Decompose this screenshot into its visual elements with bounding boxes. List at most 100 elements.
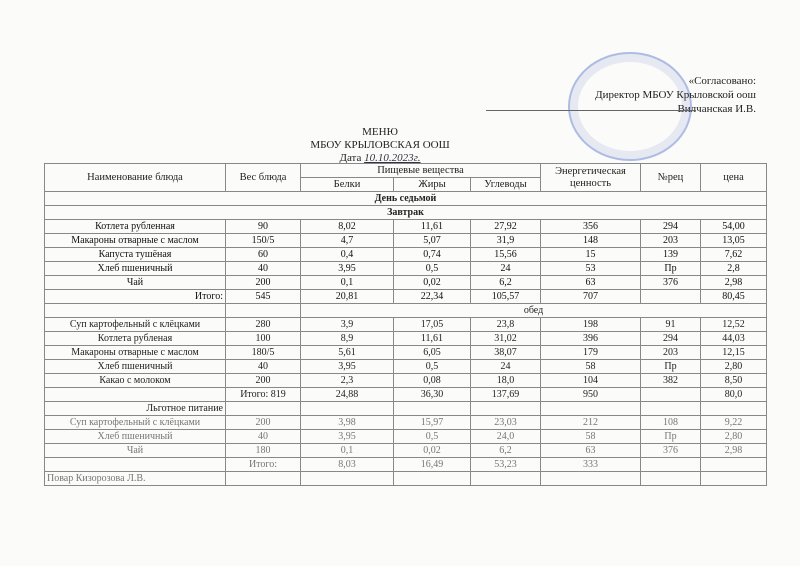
total-cell: 22,34 — [393, 289, 471, 304]
total-cell: 950 — [540, 387, 641, 402]
empty-cell — [225, 471, 301, 486]
cell: Суп картофельный с клёцками — [44, 317, 226, 332]
total-cell: 16,49 — [393, 457, 471, 472]
table-row: Капуста тушёная 60 0,4 0,74 15,56 15 139 7,62 — [44, 247, 767, 262]
cell: 18,0 — [470, 373, 541, 388]
cell: 0,74 — [393, 247, 471, 262]
cell: 58 — [540, 429, 641, 444]
cell: Макароны отварные с маслом — [44, 233, 226, 248]
total-cell: Итого: — [44, 289, 226, 304]
benefit-header: Льготное питание — [44, 401, 767, 416]
cell: 2,98 — [700, 443, 767, 458]
table-row: Хлеб пшеничный 40 3,95 0,5 24 53 Пр 2,8 — [44, 261, 767, 276]
empty-cell — [300, 471, 394, 486]
cell: 8,02 — [300, 219, 394, 234]
table-row: Суп картофельный с клёцками 280 3,9 17,05 23… — [44, 317, 767, 332]
cell: 24 — [470, 359, 541, 374]
cell: 2,80 — [700, 429, 767, 444]
day-row-label: День седьмой — [44, 191, 767, 206]
col-energy: Энергетическая ценность — [540, 163, 641, 192]
table-row: Макароны отварные с маслом 180/5 5,61 6,05 3… — [44, 345, 767, 360]
total-cell: Итого: 819 — [225, 387, 301, 402]
cell: 40 — [225, 261, 301, 276]
cell: 7,62 — [700, 247, 767, 262]
cell: 203 — [640, 345, 701, 360]
cell: 27,92 — [470, 219, 541, 234]
cell: Чай — [44, 275, 226, 290]
total-cell — [44, 457, 226, 472]
col-price: цена — [700, 163, 767, 192]
cell: 148 — [540, 233, 641, 248]
cell: 212 — [540, 415, 641, 430]
cell: 31,02 — [470, 331, 541, 346]
total-cell: 20,81 — [300, 289, 394, 304]
empty-cell — [640, 471, 701, 486]
cell: 139 — [640, 247, 701, 262]
cell: 150/5 — [225, 233, 301, 248]
cell: 54,00 — [700, 219, 767, 234]
cell: 179 — [540, 345, 641, 360]
date-label: Дата — [339, 152, 362, 164]
cell: 0,02 — [393, 443, 471, 458]
cell: 90 — [225, 219, 301, 234]
cell: Суп картофельный с клёцками — [44, 415, 226, 430]
document-title: МЕНЮ МБОУ КРЫЛОВСКАЯ ООШ Дата 10.10.2023… — [280, 126, 480, 165]
cook-row: Повар Кизорозова Л.В. — [44, 471, 767, 486]
cell: 180 — [225, 443, 301, 458]
cell: 6,05 — [393, 345, 471, 360]
cell: 6,2 — [470, 275, 541, 290]
total-cell — [640, 289, 701, 304]
table-row: Котлета рубленная 90 8,02 11,61 27,92 356 294 5… — [44, 219, 767, 234]
empty-cell — [393, 401, 471, 416]
cell: Котлета рубленая — [44, 331, 226, 346]
cell: 0,5 — [393, 261, 471, 276]
col-recipe: №рец — [640, 163, 701, 192]
table-row: Чай 200 0,1 0,02 6,2 63 376 2,98 — [44, 275, 767, 290]
table-row: Котлета рубленая 100 8,9 11,61 31,02 396 294 44… — [44, 331, 767, 346]
cell: 12,52 — [700, 317, 767, 332]
total-cell: 80,0 — [700, 387, 767, 402]
cell: 294 — [640, 219, 701, 234]
lunch-header: обед — [44, 303, 767, 318]
empty-cell — [470, 401, 541, 416]
cell: 3,98 — [300, 415, 394, 430]
empty-cell — [470, 471, 541, 486]
empty-cell — [700, 401, 767, 416]
cell: 23,03 — [470, 415, 541, 430]
empty-cell — [225, 303, 301, 318]
cell: 5,07 — [393, 233, 471, 248]
cell: 40 — [225, 359, 301, 374]
cell: 294 — [640, 331, 701, 346]
cell: 3,9 — [300, 317, 394, 332]
cell: 2,80 — [700, 359, 767, 374]
cell: 0,4 — [300, 247, 394, 262]
cell: 11,61 — [393, 219, 471, 234]
cell: 376 — [640, 275, 701, 290]
school-stamp — [568, 52, 692, 161]
cell: 3,95 — [300, 261, 394, 276]
cell: 108 — [640, 415, 701, 430]
cell: 53 — [540, 261, 641, 276]
cell: 0,1 — [300, 443, 394, 458]
cell: 382 — [640, 373, 701, 388]
cell: 203 — [640, 233, 701, 248]
lunch-header-label: обед — [300, 303, 767, 318]
cell: 198 — [540, 317, 641, 332]
total-cell — [640, 457, 701, 472]
cell: Пр — [640, 261, 701, 276]
cell: Хлеб пшеничный — [44, 261, 226, 276]
cell: Пр — [640, 359, 701, 374]
cell: 13,05 — [700, 233, 767, 248]
total-row: Итого: 8,03 16,49 53,23 333 — [44, 457, 767, 472]
table-row: Суп картофельный с клёцками 200 3,98 15,97 2… — [44, 415, 767, 430]
breakfast-header-label: Завтрак — [44, 205, 767, 220]
cell: 8,9 — [300, 331, 394, 346]
total-cell: 333 — [540, 457, 641, 472]
menu-table: Наименование блюда Вес блюда Пищевые вещ… — [44, 163, 767, 486]
cell: 31,9 — [470, 233, 541, 248]
cell: 24 — [470, 261, 541, 276]
cell: Какао с молоком — [44, 373, 226, 388]
cell: Чай — [44, 443, 226, 458]
cell: 180/5 — [225, 345, 301, 360]
